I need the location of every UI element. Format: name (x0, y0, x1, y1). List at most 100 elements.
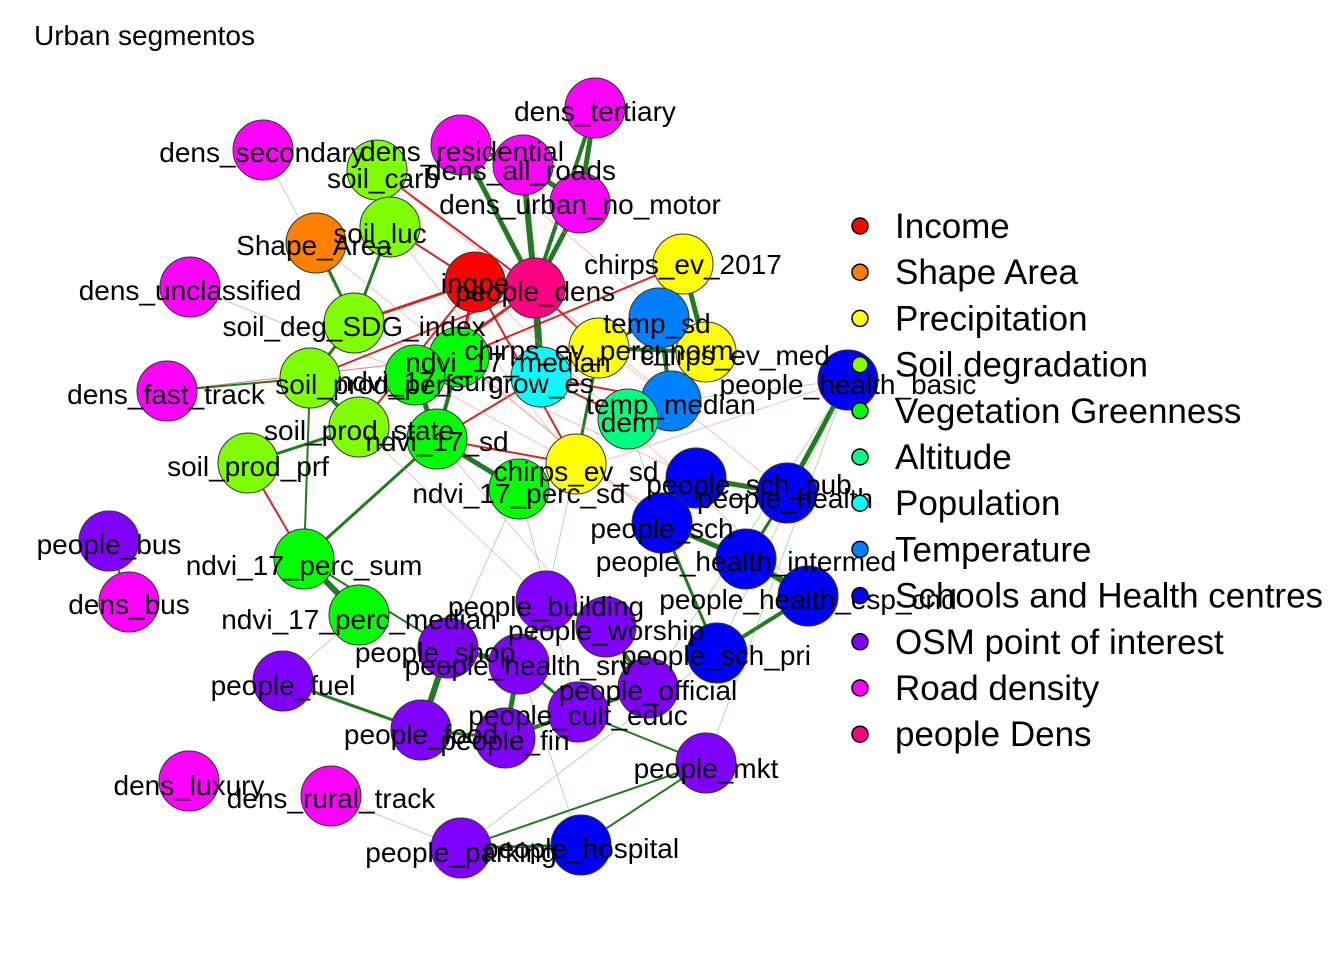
node-people_official (617, 657, 679, 719)
node-label-ingpe: ingpe (441, 268, 510, 299)
edge-soil_prod_state-people_building (358, 426, 547, 602)
node-chirps_ev_2017 (652, 233, 714, 295)
node-dens_bus (98, 571, 160, 633)
node-label-chirps_ev_2017: chirps_ev_2017 (584, 249, 782, 280)
node-dens_secondary (232, 119, 294, 181)
node-label-people_sch_pub: people_sch_pub (646, 469, 852, 500)
node-label-people_worship: people_worship (508, 615, 704, 646)
legend-label: Schools and Health centres (895, 577, 1323, 616)
legend-swatch (851, 217, 869, 235)
node-label-dens_urban_no_motor: dens_urban_no_motor (439, 189, 721, 220)
node-label-dens_unclassified: dens_unclassified (79, 275, 302, 306)
node-label-people_building: people_building (448, 591, 644, 622)
node-label-people_fuel: people_fuel (211, 670, 356, 701)
node-label-ndvi_17_median: ndvi_17_median (405, 347, 611, 378)
node-people_sch_pub (756, 462, 818, 524)
node-people_mkt (675, 732, 737, 794)
node-dens_unclassified (159, 256, 221, 318)
legend-swatch (851, 540, 869, 559)
edge-people_health_basic-people_mkt (705, 379, 849, 764)
legend-swatch (851, 725, 869, 743)
edge-people_health_srv-people_hospital (518, 663, 582, 846)
node-label-people_hospital: people_hospital (483, 833, 679, 864)
node-label-chirps_ev_perc_norm: chirps_ev_perc_norm (464, 335, 733, 366)
node-label-Shape_Area: Shape_Area (236, 230, 392, 261)
node-label-soil_carb: soil_carb (327, 163, 439, 194)
node-label-people_bus: people_bus (37, 529, 182, 560)
node-soil_deg_SDG_index (323, 292, 385, 354)
node-label-ndvi_17_sd: ndvi_17_sd (365, 426, 508, 457)
node-label-temp_median: temp_median (586, 389, 756, 420)
node-people_shop (417, 617, 479, 679)
legend-swatch (851, 586, 869, 605)
node-label-temp_sd: temp_sd (603, 308, 710, 339)
node-ndvi_17_sd (406, 408, 468, 470)
chart-title: Urban segmentos (34, 20, 256, 51)
edge-people_dens-soil_carb (376, 169, 536, 289)
node-label-people_food: people_food (344, 719, 498, 750)
node-ndvi_17_perc_sd (488, 458, 550, 520)
legend-label: Precipitation (895, 299, 1088, 338)
node-ndvi_17_perc_median (328, 584, 390, 646)
node-ingpe (444, 251, 506, 313)
node-people_sch (631, 492, 693, 554)
node-label-soil_luc: soil_luc (333, 218, 426, 249)
node-people_sch_pri (686, 622, 748, 684)
node-people_food (390, 699, 452, 761)
node-dens_tertiary (564, 77, 626, 139)
legend-swatch (851, 355, 869, 374)
node-people_fin (474, 707, 536, 769)
node-label-ndvi_17_perc_sd: ndvi_17_perc_sd (412, 478, 625, 509)
node-label-ndvi_17_perc_sum: ndvi_17_perc_sum (186, 550, 423, 581)
node-label-people_dens: people_dens (455, 276, 615, 307)
legend-label: Altitude (895, 438, 1012, 477)
node-dens_rural_track (300, 765, 362, 827)
legend-label: Vegetation Greenness (895, 392, 1241, 431)
node-label-dens_secondary: dens_secondary (159, 137, 364, 168)
node-label-chirps_ev_sd: chirps_ev_sd (494, 456, 659, 487)
legend-label: people Dens (895, 715, 1092, 754)
node-chirps_ev_perc_norm (568, 317, 630, 379)
node-layer (78, 77, 879, 879)
legend-swatch (851, 402, 869, 420)
node-people_health_esp_cnd (777, 565, 839, 627)
node-label-dens_luxury: dens_luxury (114, 770, 265, 801)
node-grow_es (510, 346, 572, 408)
node-dens_urban_no_motor (549, 172, 611, 234)
node-people_building (515, 570, 577, 632)
node-label-soil_prod_prf: soil_prod_prf (167, 451, 329, 482)
node-label-people_fin: people_fin (440, 725, 569, 756)
node-soil_prod_state (328, 396, 390, 458)
node-ndvi_17_sum (384, 344, 446, 406)
node-label-dens_tertiary: dens_tertiary (514, 96, 676, 127)
node-label-ndvi_17_perc_median: ndvi_17_perc_median (221, 604, 497, 635)
node-label-people_sch_pri: people_sch_pri (621, 640, 811, 671)
node-label-people_health_basic: people_health_basic (720, 369, 977, 400)
node-dens_luxury (158, 750, 220, 812)
node-dens_fast_track (136, 360, 198, 422)
node-people_dens (504, 257, 566, 319)
node-people_health_intermed (715, 528, 777, 590)
node-soil_luc (359, 196, 421, 258)
node-chirps_ev_med (675, 321, 737, 383)
node-label-soil_prod_perf: soil_prod_perf (275, 369, 453, 400)
node-label-people_cult_educ: people_cult_educ (468, 700, 688, 731)
node-label-grow_es: grow_es (488, 368, 594, 399)
label-layer: dens_tertiary dens_secondarydens_resident… (37, 96, 977, 868)
node-label-people_sch: people_sch (590, 513, 733, 544)
node-label-people_health: people_health (697, 483, 873, 514)
node-people_health_srv (488, 633, 550, 695)
legend-label: OSM point of interest (895, 623, 1224, 662)
legend-swatch (851, 494, 869, 512)
node-label-ndvi_17_sum: ndvi_17_sum (337, 366, 504, 397)
legend-swatch (851, 679, 869, 697)
node-Shape_Area (285, 212, 347, 274)
legend-label: Temperature (895, 530, 1091, 569)
legend-label: Shape Area (895, 253, 1078, 292)
node-soil_prod_prf (217, 432, 279, 494)
node-people_cult_educ (547, 681, 609, 743)
node-label-people_health_intermed: people_health_intermed (596, 546, 896, 577)
edge-people_parking-people_mkt (460, 762, 707, 849)
node-soil_prod_perf (279, 347, 341, 409)
legend-label: Income (895, 207, 1010, 246)
